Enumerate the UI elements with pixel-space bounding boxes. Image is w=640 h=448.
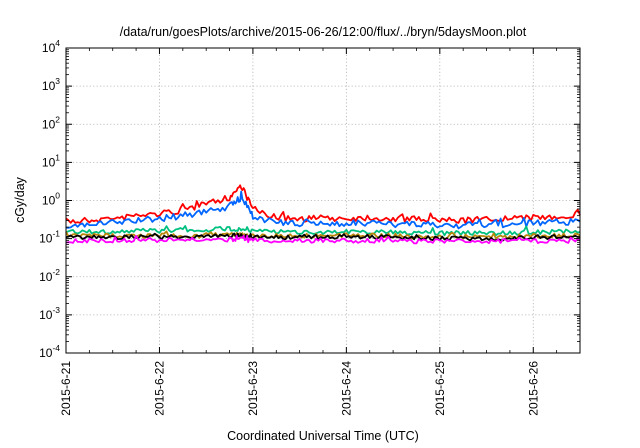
chart-title: /data/run/goesPlots/archive/2015-06-26/1… (120, 25, 527, 39)
x-tick-label: 2015-6-21 (59, 361, 73, 416)
series-line (65, 234, 581, 245)
series-line (65, 190, 581, 230)
x-tick-label: 2015-6-23 (246, 361, 260, 416)
ticks (65, 47, 580, 354)
x-tick-label: 2015-6-25 (433, 361, 447, 416)
series-line (65, 232, 580, 242)
x-axis-title: Coordinated Universal Time (UTC) (227, 429, 419, 443)
x-tick-label: 2015-6-26 (526, 361, 540, 416)
x-tick-labels: 2015-6-21 2015-6-22 2015-6-23 2015-6-24 2015… (59, 361, 540, 416)
y-axis-title: cGy/day (13, 176, 27, 223)
x-tick-label: 2015-6-24 (339, 361, 353, 416)
series-line (65, 225, 581, 237)
series-line (65, 184, 581, 225)
x-tick-label: 2015-6-22 (152, 361, 166, 416)
series-layer (65, 184, 581, 245)
